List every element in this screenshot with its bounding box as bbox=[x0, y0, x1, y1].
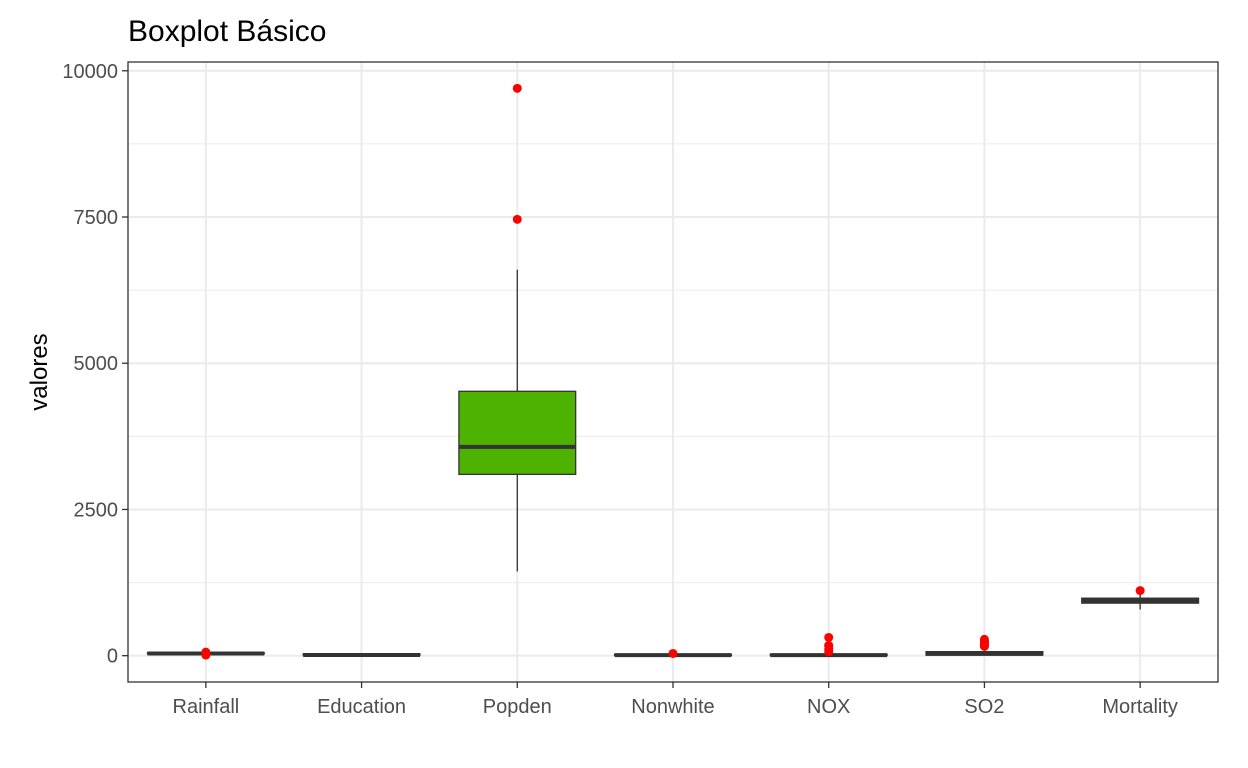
x-tick-label: NOX bbox=[807, 696, 850, 718]
box-rainfall bbox=[146, 647, 265, 660]
outlier-point bbox=[979, 634, 989, 644]
outlier-point bbox=[824, 632, 834, 642]
outlier-point bbox=[1135, 586, 1145, 596]
x-tick-label: Rainfall bbox=[173, 696, 240, 718]
x-tick-label: Nonwhite bbox=[631, 696, 714, 718]
box-mortality bbox=[1081, 586, 1200, 610]
y-tick-label: 7500 bbox=[74, 207, 119, 229]
x-tick-label: Education bbox=[317, 696, 406, 718]
outlier-point bbox=[668, 648, 678, 658]
y-tick-label: 10000 bbox=[62, 61, 118, 83]
outlier-point bbox=[201, 650, 211, 660]
grid-lines bbox=[128, 62, 1218, 682]
x-tick-label: Mortality bbox=[1102, 696, 1178, 718]
outlier-point bbox=[824, 640, 834, 650]
x-tick-label: SO2 bbox=[964, 696, 1004, 718]
box-so2 bbox=[925, 634, 1044, 656]
box-education bbox=[302, 653, 421, 658]
plot-panel bbox=[127, 61, 1219, 683]
y-axis-title: valores bbox=[26, 333, 53, 410]
y-axis: 0 2500 5000 7500 10000 bbox=[62, 61, 128, 668]
outlier-point bbox=[512, 83, 522, 93]
outlier-point bbox=[512, 214, 522, 224]
box-body bbox=[458, 390, 577, 476]
box-nonwhite bbox=[613, 648, 733, 658]
y-tick-label: 2500 bbox=[74, 499, 119, 521]
box-popden bbox=[458, 83, 577, 572]
box-nox bbox=[769, 632, 888, 658]
x-tick-label: Popden bbox=[483, 696, 552, 718]
y-tick-label: 5000 bbox=[74, 353, 119, 375]
x-axis: Rainfall Education Popden Nonwhite NOX SO2 Mor… bbox=[173, 682, 1178, 718]
y-tick-label: 0 bbox=[107, 646, 118, 668]
chart-title: Boxplot Básico bbox=[128, 15, 326, 48]
boxes-layer bbox=[146, 83, 1200, 660]
